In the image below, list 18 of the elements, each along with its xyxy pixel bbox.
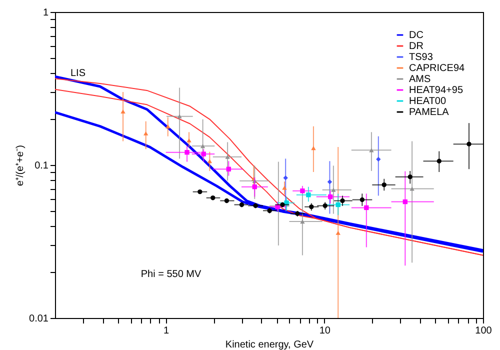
legend-label: DR <box>409 41 424 52</box>
x-tick-label: 100 <box>475 326 492 336</box>
annotation: LIS <box>70 68 86 79</box>
legend-label: TS93 <box>409 52 434 63</box>
legend-label: PAMELA <box>409 107 450 118</box>
y-tick-label: 0.1 <box>34 160 49 172</box>
y-tick-label: 0.01 <box>29 314 49 324</box>
x-tick-label: 1 <box>164 326 170 336</box>
legend-label: CAPRICE94 <box>409 63 466 74</box>
y-tick-label: 1 <box>42 8 49 18</box>
y-axis-title: e⁺/(e⁺+e⁻) <box>15 145 26 186</box>
legend-label: HEAT94+95 <box>409 85 464 96</box>
x-tick-label: 10 <box>319 326 331 336</box>
legend-label: AMS <box>409 74 431 85</box>
annotation: Phi = 550 MV <box>140 269 202 280</box>
x-axis-title: Kinetic energy, GeV <box>225 340 314 350</box>
legend-label: DC <box>409 30 424 41</box>
legend-label: HEAT00 <box>409 96 446 107</box>
